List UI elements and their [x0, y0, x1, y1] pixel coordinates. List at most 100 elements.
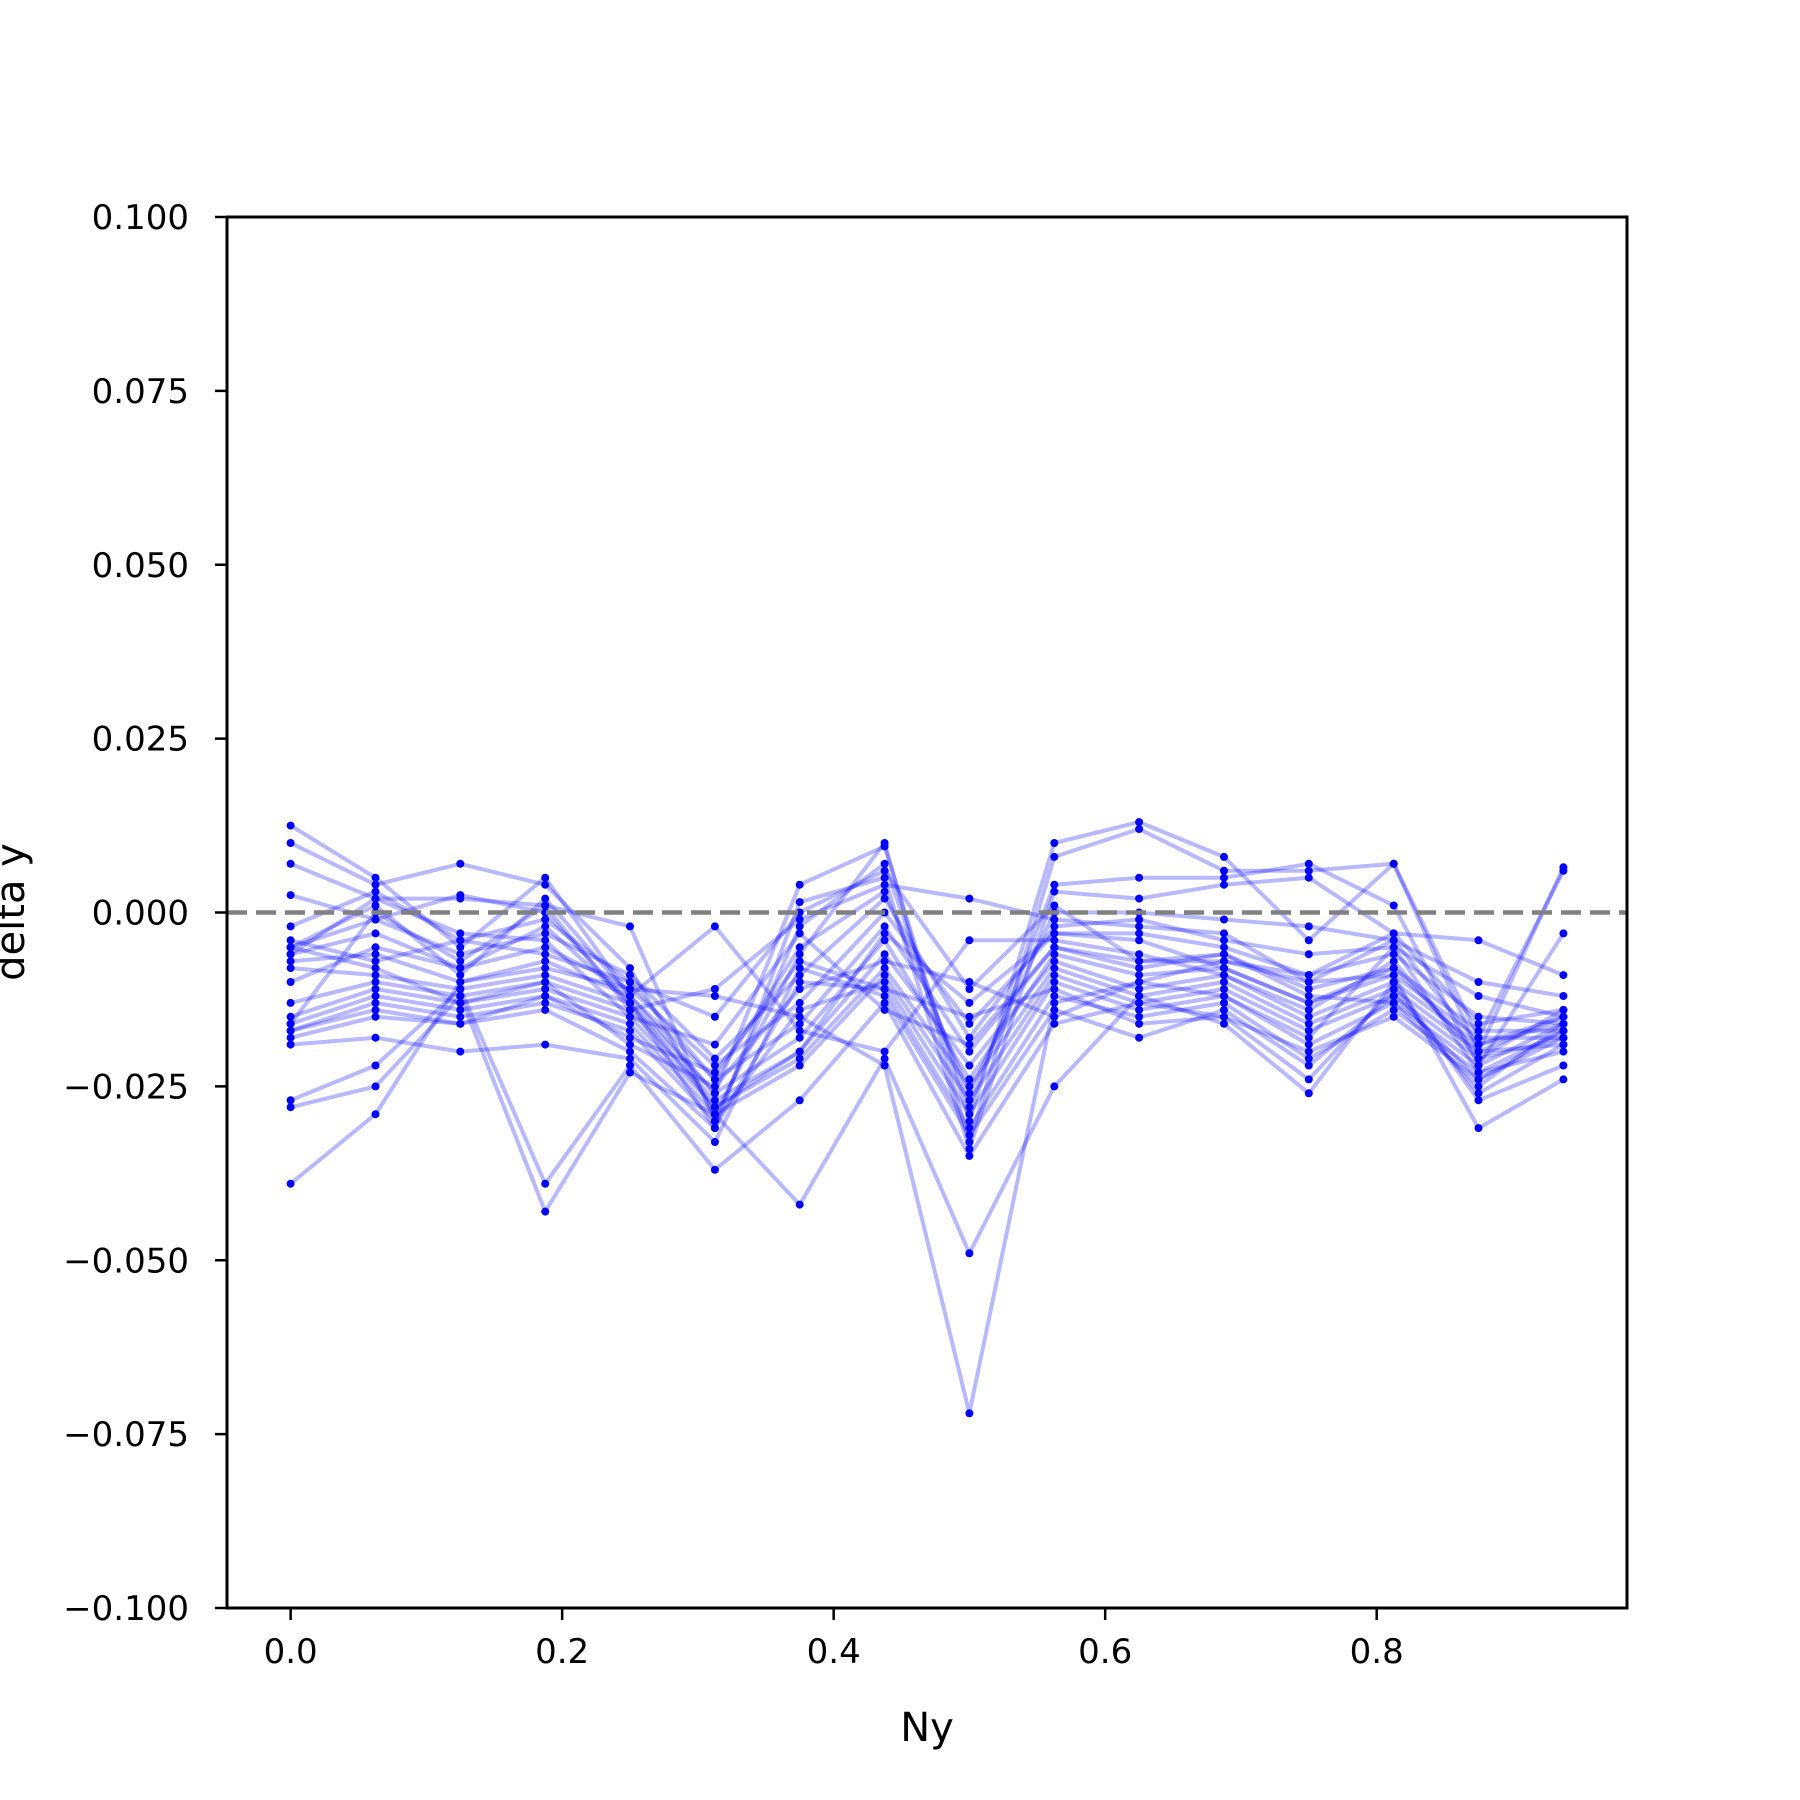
data-point	[626, 1019, 634, 1028]
data-point	[710, 1124, 719, 1133]
data-point	[1474, 992, 1483, 1000]
series-line-4	[290, 875, 1565, 1151]
data-point	[965, 1089, 974, 1098]
data-point	[1304, 873, 1313, 882]
data-point	[1135, 978, 1144, 986]
series-line-24	[290, 945, 1564, 1089]
data-point	[1389, 971, 1398, 980]
data-point	[795, 978, 804, 986]
data-point	[965, 998, 974, 1007]
data-point	[1220, 964, 1228, 973]
series-line-7	[290, 910, 1564, 1068]
data-point	[1220, 936, 1228, 945]
data-point	[795, 943, 804, 952]
data-point	[1050, 936, 1059, 945]
y-tick-label: −0.025	[63, 1067, 189, 1107]
data-point	[541, 873, 550, 882]
data-point	[965, 1110, 974, 1119]
data-point	[541, 894, 550, 903]
y-tick-label: −0.100	[63, 1589, 189, 1629]
data-point	[1135, 992, 1144, 1000]
data-point	[710, 1165, 719, 1174]
data-point	[710, 985, 719, 993]
data-point	[1050, 887, 1059, 896]
data-point	[1220, 929, 1228, 938]
data-point	[371, 1061, 380, 1070]
data-point	[1559, 1040, 1568, 1049]
data-point	[286, 1096, 295, 1105]
data-point	[795, 1026, 804, 1035]
data-point	[456, 929, 465, 938]
data-point	[371, 957, 380, 966]
data-point	[1050, 915, 1059, 924]
data-point	[1050, 971, 1059, 980]
data-point	[1474, 1026, 1483, 1035]
data-point	[880, 998, 889, 1007]
data-point	[1559, 1075, 1568, 1084]
data-point	[541, 950, 550, 959]
data-point	[1559, 1061, 1568, 1070]
data-point	[371, 1082, 380, 1091]
data-point	[1559, 1005, 1568, 1014]
data-point	[1389, 978, 1398, 986]
data-point	[1559, 1026, 1568, 1035]
data-point	[371, 964, 380, 973]
data-point	[626, 1033, 634, 1042]
data-point	[626, 1061, 634, 1070]
data-point	[795, 929, 804, 938]
data-point	[1050, 998, 1059, 1007]
data-point	[880, 971, 889, 980]
data-point	[286, 1103, 295, 1112]
data-point	[710, 922, 719, 931]
data-point	[1135, 998, 1144, 1007]
data-point	[1389, 901, 1398, 910]
data-point	[1220, 992, 1228, 1000]
data-point	[965, 1061, 974, 1070]
data-point	[371, 1110, 380, 1119]
data-point	[626, 1047, 634, 1056]
data-point	[1135, 818, 1144, 827]
data-point	[710, 1110, 719, 1119]
series-line-12	[289, 973, 1565, 1117]
data-point	[626, 985, 634, 993]
data-point	[965, 1047, 974, 1056]
data-point	[965, 1124, 974, 1133]
data-point	[1135, 964, 1144, 973]
data-point	[1304, 1005, 1313, 1014]
data-point	[795, 1054, 804, 1063]
data-point	[371, 880, 380, 889]
data-point	[795, 971, 804, 980]
data-point	[795, 957, 804, 966]
data-point	[795, 1200, 804, 1209]
data-point	[456, 943, 465, 952]
data-point	[626, 1012, 634, 1021]
data-point	[710, 1082, 719, 1091]
data-point	[541, 998, 550, 1007]
series-line-25	[289, 924, 1564, 1110]
data-point	[1050, 1012, 1059, 1021]
data-point	[880, 950, 889, 959]
data-point	[1474, 1012, 1483, 1021]
data-point	[1050, 852, 1059, 861]
data-point	[1389, 943, 1398, 952]
data-point	[456, 971, 465, 980]
data-point	[710, 1012, 719, 1021]
data-point	[880, 880, 889, 889]
series-line-16	[289, 987, 1565, 1186]
data-point	[880, 894, 889, 903]
data-point	[541, 1179, 550, 1188]
data-point	[1050, 929, 1059, 938]
data-point	[710, 1103, 719, 1112]
data-point	[1559, 929, 1568, 938]
data-point	[1135, 1005, 1144, 1014]
data-point	[880, 839, 889, 847]
data-point	[1135, 894, 1144, 903]
data-point	[1135, 1012, 1144, 1021]
data-point	[880, 957, 889, 966]
data-point	[1304, 1075, 1313, 1084]
data-point	[626, 1068, 634, 1077]
data-point	[371, 971, 380, 980]
data-point	[286, 950, 295, 959]
